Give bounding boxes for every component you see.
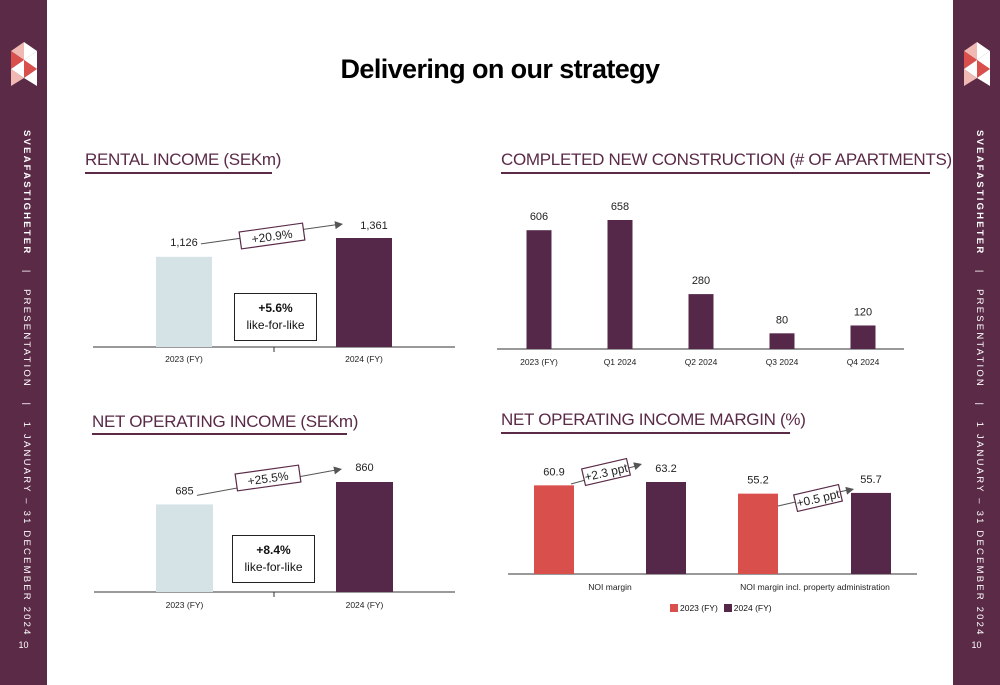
noi-margin-title: NET OPERATING INCOME MARGIN (%) bbox=[501, 410, 806, 429]
margin-change-arrowhead-1 bbox=[633, 462, 642, 471]
construction-underline bbox=[501, 172, 930, 174]
report-period: 1 JANUARY – 31 DECEMBER 2024 bbox=[974, 421, 985, 637]
construction-data-label: 606 bbox=[530, 211, 548, 223]
page-title: Delivering on our strategy bbox=[340, 54, 661, 84]
noi-change-badge-box bbox=[234, 464, 302, 492]
margin-data-label: 63.2 bbox=[655, 463, 676, 475]
construction-data-label: 120 bbox=[854, 306, 872, 318]
margin-change-badge-2-box bbox=[792, 483, 844, 513]
rental-income-title: RENTAL INCOME (SEKm) bbox=[85, 150, 282, 169]
margin-change-badge-1: +2.3 ppt bbox=[580, 457, 632, 487]
rental-tick-label: 2023 (FY) bbox=[165, 354, 203, 364]
construction-data-label: 658 bbox=[611, 201, 629, 213]
construction-tick-label: Q4 2024 bbox=[847, 357, 880, 367]
document-type: PRESENTATION bbox=[21, 289, 32, 388]
margin-data-label: 60.9 bbox=[543, 466, 564, 478]
margin-data-label: 55.7 bbox=[860, 474, 881, 486]
noi-bar bbox=[156, 504, 213, 592]
margin-tick-label: NOI margin incl. property administration bbox=[740, 582, 890, 592]
margin-change-badge-1-box bbox=[580, 457, 632, 487]
legend-swatch-2023 bbox=[670, 604, 678, 612]
rental-bar bbox=[336, 238, 392, 347]
noi-margin-legend: 2023 (FY) 2024 (FY) bbox=[670, 603, 772, 613]
noi-margin-underline bbox=[501, 432, 790, 434]
margin-change-badge-2: +0.5 ppt bbox=[792, 483, 844, 513]
noi-tick-label: 2023 (FY) bbox=[166, 600, 204, 610]
construction-data-label: 280 bbox=[692, 275, 710, 287]
legend-item-2023: 2023 (FY) bbox=[670, 603, 718, 613]
rental-tick-label: 2024 (FY) bbox=[345, 354, 383, 364]
construction-tick-label: 2023 (FY) bbox=[520, 357, 558, 367]
rental-change-badge-label: +20.9% bbox=[251, 227, 294, 247]
construction-bar bbox=[607, 220, 633, 349]
construction-tick-label: Q1 2024 bbox=[604, 357, 637, 367]
noi-lfl-label: like-for-like bbox=[244, 560, 303, 574]
company-logo-icon bbox=[11, 42, 37, 86]
noi-change-badge-label: +25.5% bbox=[247, 469, 290, 489]
noi-data-label: 860 bbox=[355, 462, 373, 474]
margin-tick-label: NOI margin bbox=[588, 582, 632, 592]
margin-change-arrowhead-2 bbox=[845, 486, 854, 495]
construction-bar bbox=[688, 294, 714, 349]
noi-data-label: 685 bbox=[175, 485, 193, 497]
rental-lfl-percent: +5.6% bbox=[258, 301, 293, 315]
noi-change-badge: +25.5% bbox=[234, 464, 302, 492]
margin-bar bbox=[851, 492, 891, 574]
legend-swatch-2024 bbox=[723, 604, 732, 612]
rental-data-label: 1,361 bbox=[360, 220, 388, 232]
noi-title: NET OPERATING INCOME (SEKm) bbox=[92, 412, 359, 431]
left-sidebar: SVEAFASTIGHETER | PRESENTATION | 1 JANUA… bbox=[0, 0, 47, 685]
separator: | bbox=[21, 269, 32, 275]
noi-lfl-box: +8.4% like-for-like bbox=[232, 535, 315, 583]
noi-change-arrowhead bbox=[333, 466, 342, 475]
rental-income-underline bbox=[85, 172, 272, 174]
separator: | bbox=[21, 402, 32, 408]
page-number: 10 bbox=[971, 640, 982, 650]
report-period: 1 JANUARY – 31 DECEMBER 2024 bbox=[21, 421, 32, 637]
company-name: SVEAFASTIGHETER bbox=[974, 130, 985, 256]
legend-label-2024: 2024 (FY) bbox=[733, 603, 772, 613]
separator: | bbox=[974, 269, 985, 275]
sidebar-vertical-text: SVEAFASTIGHETER | PRESENTATION | 1 JANUA… bbox=[16, 130, 32, 637]
rental-change-badge-box bbox=[238, 222, 306, 250]
margin-data-label: 55.2 bbox=[747, 475, 768, 487]
right-sidebar: SVEAFASTIGHETER | PRESENTATION | 1 JANUA… bbox=[953, 0, 1000, 685]
construction-data-label: 80 bbox=[776, 314, 788, 326]
document-type: PRESENTATION bbox=[974, 289, 985, 388]
company-name: SVEAFASTIGHETER bbox=[21, 130, 32, 256]
noi-underline bbox=[92, 433, 347, 435]
margin-bar bbox=[738, 493, 778, 574]
construction-tick-label: Q2 2024 bbox=[685, 357, 718, 367]
rental-change-badge: +20.9% bbox=[238, 222, 306, 250]
margin-bar bbox=[646, 482, 686, 574]
noi-lfl-percent: +8.4% bbox=[256, 543, 291, 557]
noi-tick-label: 2024 (FY) bbox=[346, 600, 384, 610]
legend-item-2024: 2024 (FY) bbox=[723, 603, 772, 613]
margin-bar bbox=[534, 485, 574, 574]
company-logo-icon bbox=[964, 42, 990, 86]
construction-bar bbox=[850, 325, 876, 349]
construction-title: COMPLETED NEW CONSTRUCTION (# OF APARTME… bbox=[501, 150, 952, 169]
separator: | bbox=[974, 402, 985, 408]
construction-bar bbox=[526, 230, 552, 349]
rental-bar bbox=[156, 256, 212, 347]
sidebar-vertical-text: SVEAFASTIGHETER | PRESENTATION | 1 JANUA… bbox=[969, 130, 985, 637]
rental-change-arrowhead bbox=[334, 221, 343, 230]
construction-tick-label: Q3 2024 bbox=[766, 357, 799, 367]
construction-bar bbox=[769, 333, 795, 349]
noi-bar bbox=[336, 482, 393, 592]
page-number: 10 bbox=[18, 640, 29, 650]
rental-lfl-box: +5.6% like-for-like bbox=[234, 293, 317, 341]
rental-lfl-label: like-for-like bbox=[246, 318, 305, 332]
legend-label-2023: 2023 (FY) bbox=[680, 603, 718, 613]
rental-data-label: 1,126 bbox=[170, 237, 198, 249]
